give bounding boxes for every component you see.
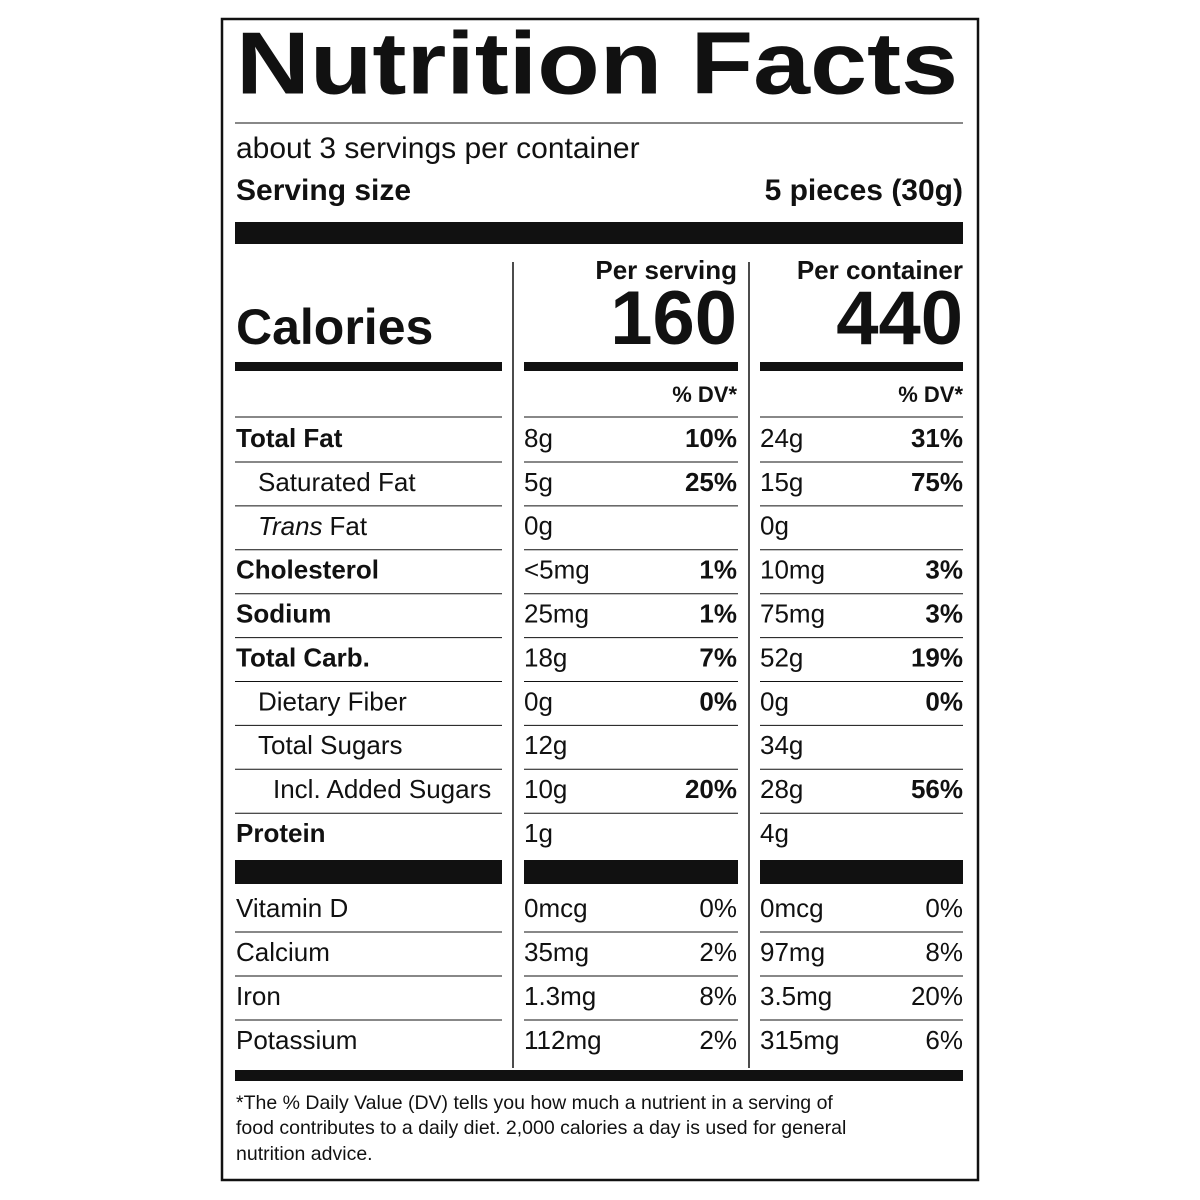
amount: 0g [524,511,553,541]
daily-value: 0% [925,893,963,923]
amount: 1.3mg [524,981,596,1011]
daily-value: 6% [925,1025,963,1055]
vitamin-name: Iron [236,981,281,1011]
amount: 35mg [524,937,589,967]
title: Nutrition Facts [236,13,958,112]
daily-value: 8% [925,937,963,967]
servings: about 3 servings per container [236,132,640,165]
calories-value: 440 [836,276,963,361]
serving-size-value: 5 pieces (30g) [765,174,963,207]
daily-value: 20% [911,981,963,1011]
calories-bar [524,362,738,371]
amount: 4g [760,818,789,848]
amount: 12g [524,730,567,760]
daily-value: 1% [699,598,737,628]
amount: 24g [760,423,803,453]
daily-value: 10% [685,423,737,453]
daily-value: 2% [699,937,737,967]
calories-bar [235,362,502,371]
amount: 3.5mg [760,981,832,1011]
nutrient-name: Total Carb. [236,642,370,672]
amount: 97mg [760,937,825,967]
amount: 0mcg [760,893,824,923]
nutrient-name: Total Sugars [258,730,403,760]
amount: 25mg [524,598,589,628]
daily-value: 0% [925,686,963,716]
calories-value: 160 [610,276,737,361]
amount: <5mg [524,555,590,585]
daily-value: 31% [911,423,963,453]
daily-value: 3% [925,598,963,628]
thick-bar [235,222,963,244]
amount: 8g [524,423,553,453]
daily-value: 8% [699,981,737,1011]
thick-bar [524,860,738,884]
amount: 52g [760,642,803,672]
amount: 0mcg [524,893,588,923]
nutrient-name: Total Fat [236,423,343,453]
amount: 0g [760,686,789,716]
daily-value: 75% [911,467,963,497]
nutrient-name: Incl. Added Sugars [273,774,491,804]
daily-value: 2% [699,1025,737,1055]
serving-size-label: Serving size [236,174,411,207]
calories-label: Calories [236,299,433,355]
amount: 10g [524,774,567,804]
amount: 0g [524,686,553,716]
amount: 28g [760,774,803,804]
daily-value: 3% [925,555,963,585]
amount: 315mg [760,1025,840,1055]
vitamin-name: Potassium [236,1025,357,1055]
nutrient-name: Sodium [236,598,331,628]
amount: 18g [524,642,567,672]
amount: 34g [760,730,803,760]
footnote: food contributes to a daily diet. 2,000 … [236,1117,846,1139]
amount: 112mg [524,1025,602,1055]
column-header: Per container [797,255,963,285]
thick-bar [235,1070,963,1081]
thick-bar [760,860,963,884]
daily-value: 0% [699,893,737,923]
amount: 5g [524,467,553,497]
daily-value: 7% [699,642,737,672]
amount: 75mg [760,598,825,628]
daily-value: 56% [911,774,963,804]
calories-bar [760,362,963,371]
vitamin-name: Calcium [236,937,330,967]
footnote: *The % Daily Value (DV) tells you how mu… [236,1092,833,1114]
nutrient-name: Dietary Fiber [258,686,407,716]
amount: 15g [760,467,803,497]
daily-value: 25% [685,467,737,497]
nutrient-name: Protein [236,818,326,848]
daily-value: 1% [699,555,737,585]
vitamin-name: Vitamin D [236,893,348,923]
nutrient-name: Trans Fat [258,511,368,541]
amount: 10mg [760,555,825,585]
dv-header: % DV* [898,382,963,407]
nutrient-name-italic: Trans [258,511,323,541]
column-header: Per serving [595,255,737,285]
nutrient-name-rest: Fat [330,511,368,541]
amount: 1g [524,818,553,848]
dv-header: % DV* [672,382,737,407]
amount: 0g [760,511,789,541]
daily-value: 20% [685,774,737,804]
thick-bar [235,860,502,884]
daily-value: 0% [699,686,737,716]
label-border [220,17,980,1182]
daily-value: 19% [911,642,963,672]
footnote: nutrition advice. [236,1143,373,1165]
nutrient-name: Saturated Fat [258,467,416,497]
nutrient-name: Cholesterol [236,555,379,585]
